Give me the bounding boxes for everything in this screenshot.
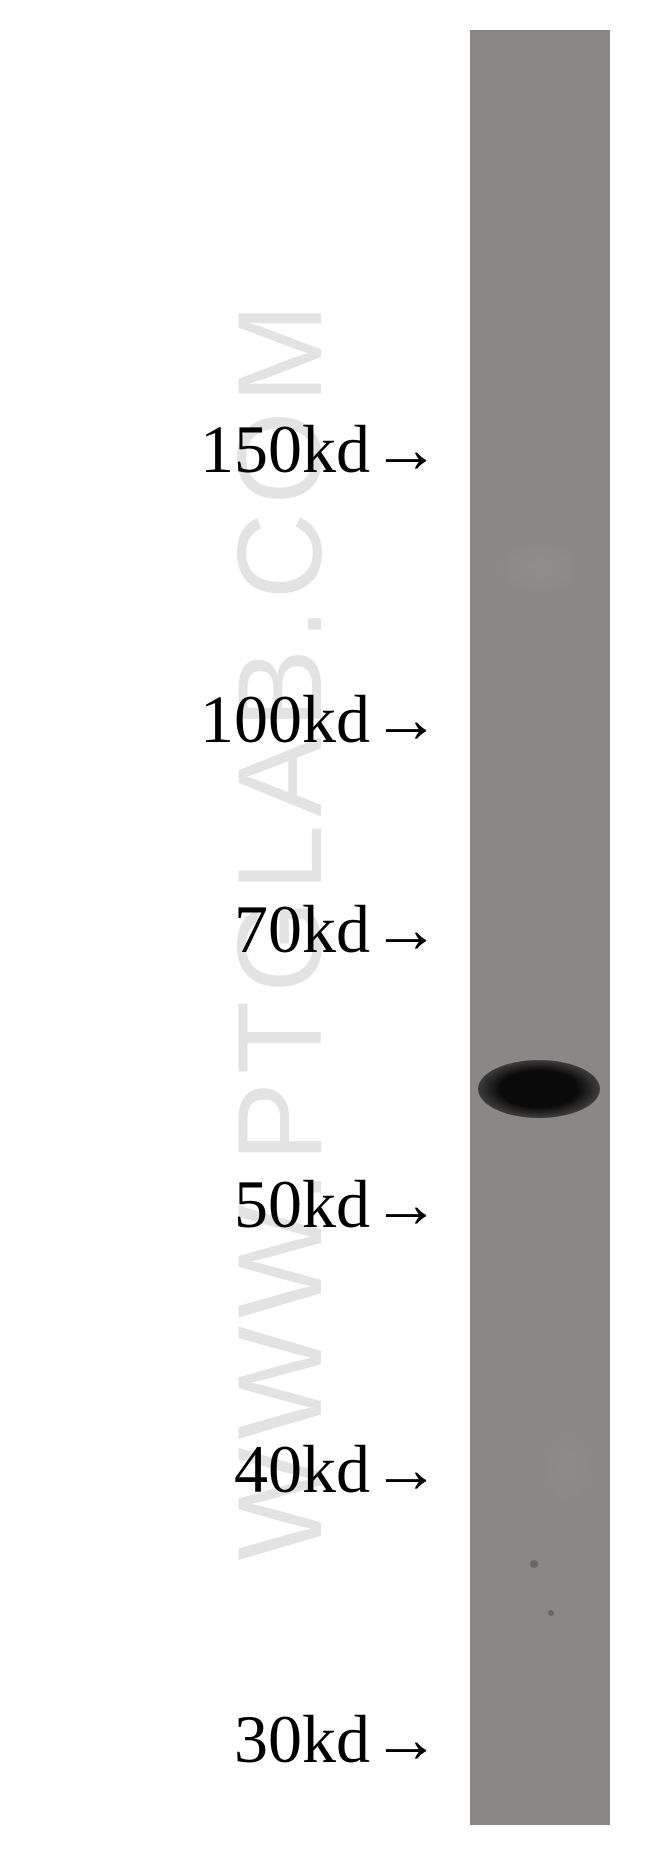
marker-label: 30kd→: [234, 1700, 440, 1779]
marker-value: 100kd: [200, 680, 370, 759]
marker-label: 100kd→: [200, 680, 440, 759]
blot-figure: WWW.PTGLAB.COM 150kd→100kd→70kd→50kd→40k…: [0, 0, 650, 1855]
arrow-right-icon: →: [372, 1165, 440, 1244]
blot-band: [478, 1060, 600, 1118]
marker-label: 70kd→: [234, 890, 440, 969]
marker-value: 150kd: [200, 410, 370, 489]
arrow-right-icon: →: [372, 1430, 440, 1509]
marker-label: 50kd→: [234, 1165, 440, 1244]
marker-value: 70kd: [234, 890, 370, 969]
artifact-speck: [530, 1560, 538, 1568]
marker-label: 40kd→: [234, 1430, 440, 1509]
arrow-right-icon: →: [372, 680, 440, 759]
marker-label: 150kd→: [200, 410, 440, 489]
arrow-right-icon: →: [372, 410, 440, 489]
arrow-right-icon: →: [372, 890, 440, 969]
arrow-right-icon: →: [372, 1700, 440, 1779]
marker-value: 30kd: [234, 1700, 370, 1779]
artifact-speck: [548, 1610, 554, 1616]
marker-value: 50kd: [234, 1165, 370, 1244]
blot-lane: [470, 30, 610, 1825]
marker-value: 40kd: [234, 1430, 370, 1509]
